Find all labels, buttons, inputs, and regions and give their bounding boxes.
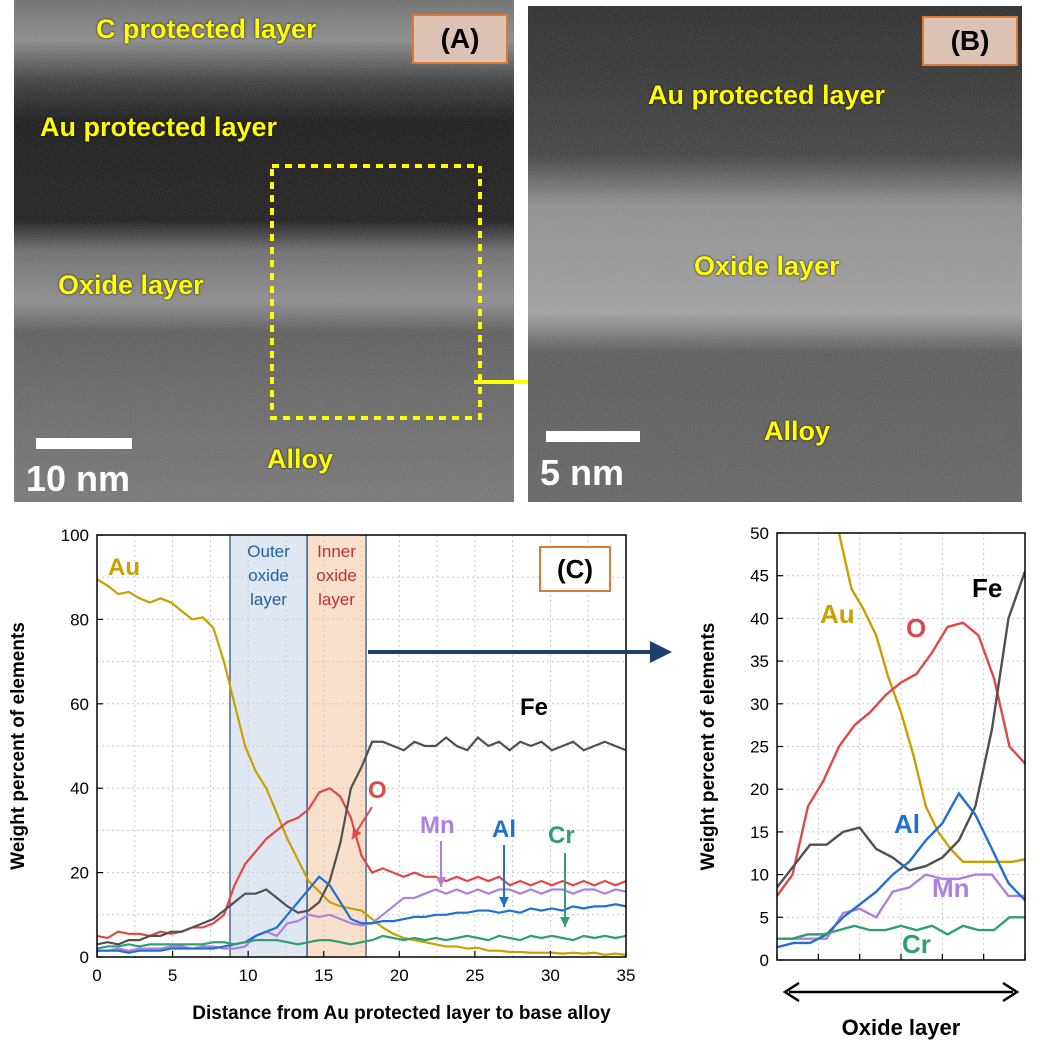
zoom-annotation-fe: Fe — [972, 573, 1002, 603]
y-tick-label: 0 — [80, 948, 89, 967]
zoom-annotation-mn: Mn — [932, 873, 970, 903]
y-tick-label: 60 — [70, 695, 89, 714]
zoom-annotation-cr: Cr — [902, 929, 931, 959]
x-tick-label: 10 — [239, 966, 258, 985]
annotation-arrowhead — [560, 917, 570, 927]
b-au-protected-layer-label: Au protected layer — [648, 80, 886, 110]
zoom-series-line-au — [837, 533, 1025, 863]
annotation-al: Al — [492, 816, 516, 843]
zoom-series-group — [777, 533, 1025, 949]
y-tick-label: 100 — [61, 526, 89, 545]
series-line-au — [96, 578, 627, 957]
y-tick-label: 40 — [70, 779, 89, 798]
y-tick-label: 0 — [760, 951, 769, 970]
oxide-range-arrowhead-right — [1002, 981, 1020, 1003]
zoom-region-box — [270, 164, 482, 420]
series-line-cr — [96, 934, 627, 950]
au-protected-layer-label: Au protected layer — [40, 112, 278, 142]
panel-b-tag: (B) — [922, 16, 1018, 66]
y-tick-label: 35 — [750, 652, 769, 671]
scale-label-a: 10 nm — [26, 458, 131, 499]
region-label: layer — [318, 590, 355, 609]
annotation-cr: Cr — [548, 822, 575, 849]
annotation-o: O — [368, 777, 387, 804]
x-tick-label: 0 — [92, 966, 101, 985]
region-band-1 — [307, 535, 367, 957]
panel-c-tag-box — [539, 546, 611, 592]
zoom-annotation-o: O — [906, 613, 926, 643]
annotation-arrowhead — [436, 877, 446, 887]
zoom-connector-arrow — [368, 641, 672, 663]
region-label: Inner — [317, 542, 356, 561]
y-tick-label: 20 — [70, 864, 89, 883]
b-oxide-layer-label: Oxide layer — [694, 251, 840, 281]
series-line-al — [97, 875, 627, 954]
y-tick-label: 50 — [750, 524, 769, 543]
oxide-layer-label: Oxide layer — [58, 270, 204, 300]
scale-bar-a — [36, 438, 132, 449]
panel-a-tag: (A) — [412, 14, 508, 64]
x-tick-label: 15 — [314, 966, 333, 985]
panel-c-tag: (C) — [557, 554, 593, 584]
region-label: oxide — [248, 566, 289, 585]
chart-c: Outer oxide layer Inner oxide layer 0 5 10 15 20 25… — [8, 526, 636, 1024]
annotation-arrowhead — [352, 827, 362, 839]
y-tick-label: 80 — [70, 610, 89, 629]
x-tick-label: 20 — [390, 966, 409, 985]
zoom-x-axis-label: Oxide layer — [842, 1015, 961, 1040]
y-tick-label: 30 — [750, 695, 769, 714]
x-axis-label: Distance from Au protected layer to base… — [192, 1003, 611, 1024]
chart-zoom: 0 5 10 15 20 25 30 35 40 45 50 Weight percent of el… — [698, 524, 1026, 1040]
y-tick-label: 10 — [750, 866, 769, 885]
c-protected-layer-label: C protected layer — [96, 14, 317, 44]
y-tick-label: 25 — [750, 738, 769, 757]
zoom-y-axis-label: Weight percent of elements — [698, 623, 719, 871]
x-tick-label: 5 — [168, 966, 177, 985]
zoom-annotation-au: Au — [820, 599, 855, 629]
zoom-annotation-al: Al — [894, 809, 920, 839]
tem-image-b — [528, 6, 1022, 502]
y-axis-label: Weight percent of elements — [8, 622, 29, 870]
annotation-arrowhead — [499, 897, 509, 907]
annotation-mn: Mn — [420, 812, 455, 839]
x-tick-label: 35 — [617, 966, 636, 985]
series-line-fe — [96, 736, 627, 946]
b-alloy-label: Alloy — [764, 416, 831, 446]
y-tick-label: 5 — [760, 908, 769, 927]
zoom-series-line-cr — [777, 916, 1025, 940]
zoom-series-line-fe — [777, 571, 1025, 889]
x-tick-label: 25 — [465, 966, 484, 985]
series-line-mn — [97, 888, 627, 952]
tem-image-panel-a: C protected layer Au protected layer Oxi… — [14, 0, 514, 502]
y-tick-label: 15 — [750, 823, 769, 842]
oxide-range-arrowhead-left — [782, 981, 800, 1003]
x-tick-label: 30 — [541, 966, 560, 985]
region-label: Outer — [247, 542, 290, 561]
annotation-fe: Fe — [520, 694, 548, 721]
scale-bar-b — [546, 431, 640, 442]
tem-image-panel-b: Au protected layer Oxide layer Alloy (B)… — [528, 6, 1022, 502]
annotation-au: Au — [108, 554, 140, 581]
plot-frame — [96, 534, 627, 958]
tem-image-a — [14, 0, 514, 502]
scale-label-b: 5 nm — [540, 452, 625, 493]
y-tick-label: 45 — [750, 567, 769, 586]
alloy-label: Alloy — [267, 444, 334, 474]
region-label: layer — [250, 590, 287, 609]
y-tick-label: 20 — [750, 780, 769, 799]
region-label: oxide — [316, 566, 357, 585]
y-tick-label: 40 — [750, 609, 769, 628]
zoom-series-line-al — [777, 791, 1025, 949]
zoom-series-line-o — [777, 621, 1025, 897]
